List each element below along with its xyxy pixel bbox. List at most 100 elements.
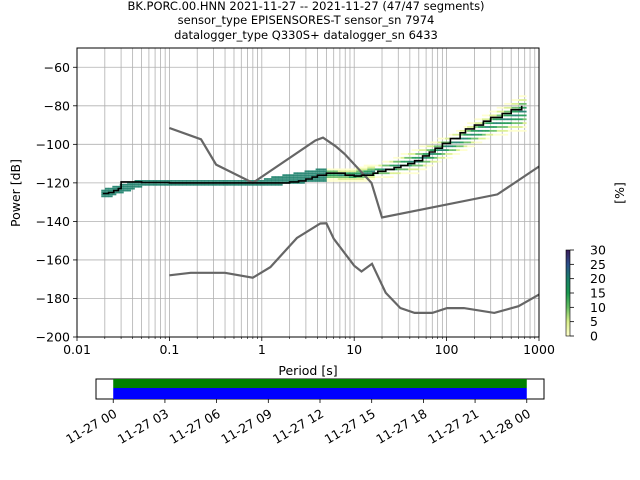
pdf-cell — [463, 133, 468, 136]
pdf-cell — [481, 133, 486, 136]
pdf-cell — [134, 181, 139, 184]
x-ticks: 0.01 0.1 1 10 100 1000 — [63, 337, 555, 357]
pdf-cell — [474, 118, 479, 121]
pdf-cell — [326, 178, 331, 180]
pdf-cell — [304, 172, 309, 175]
pdf-cell — [400, 156, 405, 159]
pdf-cell — [138, 181, 143, 184]
x-tick-label: 0.01 — [63, 342, 91, 357]
pdf-cell — [400, 153, 405, 155]
pdf-cell — [238, 183, 243, 186]
pdf-cell — [404, 160, 409, 163]
y-tick-label: −180 — [36, 291, 70, 306]
pdf-cell — [345, 168, 350, 171]
pdf-cell — [470, 126, 475, 128]
pdf-cell — [415, 168, 420, 171]
pdf-cell — [500, 126, 505, 128]
pdf-cell — [304, 174, 309, 177]
pdf-cell — [448, 149, 453, 152]
pdf-cell — [481, 118, 486, 121]
pdf-cell — [289, 174, 294, 177]
pdf-cell — [167, 180, 172, 182]
timeline-tick-label: 11-27 00 — [63, 406, 119, 447]
pdf-cell — [263, 183, 268, 186]
pdf-cell — [293, 174, 298, 177]
pdf-cell — [441, 156, 446, 159]
pdf-cell — [422, 168, 427, 171]
pdf-cell — [422, 149, 427, 152]
pdf-cell — [289, 176, 294, 178]
pdf-cell — [112, 185, 117, 188]
pdf-cell — [485, 133, 490, 136]
pdf-cell — [459, 141, 464, 144]
pdf-cell — [348, 170, 353, 173]
pdf-cell — [522, 95, 527, 98]
pdf-cell — [319, 168, 324, 171]
pdf-cell — [430, 153, 435, 155]
pdf-cell — [267, 183, 272, 186]
pdf-cell — [315, 172, 320, 175]
pdf-cell — [504, 106, 509, 109]
pdf-cell — [426, 156, 431, 159]
pdf-cell — [278, 180, 283, 182]
pdf-cell — [160, 183, 165, 186]
pdf-cell — [470, 122, 475, 125]
pdf-cell — [341, 174, 346, 177]
pdf-cell — [408, 156, 413, 159]
pdf-cell — [467, 122, 472, 125]
pdf-cell — [511, 118, 516, 121]
pdf-cell — [404, 156, 409, 159]
pdf-cell — [319, 176, 324, 178]
pdf-cell — [430, 149, 435, 152]
pdf-cell — [504, 110, 509, 113]
pdf-cell — [311, 170, 316, 173]
pdf-cell — [319, 170, 324, 173]
pdf-cell — [182, 183, 187, 186]
pdf-cell — [348, 180, 353, 182]
pdf-cell — [374, 168, 379, 171]
pdf-cell — [175, 183, 180, 186]
pdf-cell — [444, 149, 449, 152]
pdf-cell — [308, 174, 313, 177]
pdf-cell — [315, 168, 320, 171]
pdf-cell — [433, 141, 438, 144]
pdf-cell — [489, 110, 494, 113]
pdf-cell — [504, 126, 509, 128]
pdf-cell — [108, 189, 113, 192]
pdf-cell — [496, 118, 501, 121]
pdf-cell — [293, 180, 298, 182]
pdf-cell — [456, 153, 461, 155]
pdf-cell — [496, 129, 501, 132]
y-tick-label: −140 — [36, 214, 70, 229]
pdf-cell — [430, 160, 435, 163]
pdf-cell — [149, 183, 154, 186]
pdf-cell — [470, 141, 475, 144]
pdf-cell — [504, 129, 509, 132]
pdf-cell — [226, 180, 231, 182]
pdf-cell — [441, 137, 446, 140]
pdf-cell — [263, 180, 268, 182]
pdf-cell — [382, 164, 387, 167]
pdf-cell — [363, 172, 368, 175]
pdf-cell — [367, 172, 372, 175]
pdf-cell — [101, 191, 106, 194]
pdf-cell — [189, 180, 194, 182]
x-axis-label: Period [s] — [278, 363, 337, 378]
pdf-cell — [419, 149, 424, 152]
pdf-cell — [104, 193, 109, 196]
pdf-cell — [511, 102, 516, 105]
pdf-cell — [311, 174, 316, 177]
pdf-cell — [123, 187, 128, 190]
pdf-cell — [371, 168, 376, 171]
pdf-cell — [341, 170, 346, 173]
pdf-cell — [334, 176, 339, 178]
pdf-cell — [252, 183, 257, 186]
pdf-cell — [515, 110, 520, 113]
pdf-cell — [326, 180, 331, 182]
pdf-cell — [319, 180, 324, 182]
pdf-cell — [411, 172, 416, 175]
x-tick-label: 1 — [258, 342, 266, 357]
pdf-cell — [300, 181, 305, 184]
pdf-cell — [345, 176, 350, 178]
